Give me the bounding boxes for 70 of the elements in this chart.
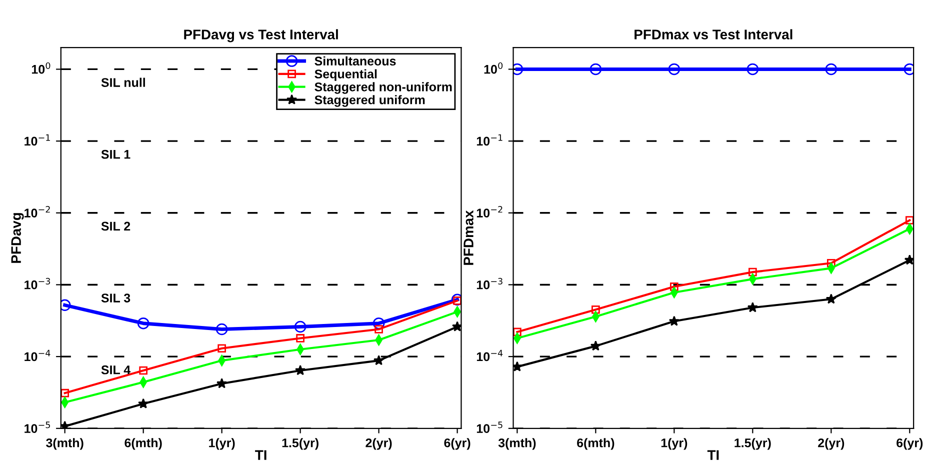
y-tick-label: 10$^{−3}$ <box>476 278 502 290</box>
point <box>670 282 678 291</box>
point <box>374 325 383 334</box>
legend-label: Sequential <box>314 69 377 81</box>
point <box>513 361 523 372</box>
legend-label: Simultaneous <box>314 56 396 66</box>
x-tick-label: 1(yr) <box>661 438 688 450</box>
point <box>513 328 522 336</box>
point <box>373 354 384 366</box>
annotation: SIL null <box>101 78 145 87</box>
point <box>668 63 680 76</box>
point <box>590 340 601 351</box>
point <box>746 63 759 76</box>
y-tick-label: 10$^{−1}$ <box>476 134 502 146</box>
x-tick-label: 2(yr) <box>366 438 392 450</box>
point <box>590 63 602 76</box>
chart-title: PFDmax vs Test Interval <box>634 29 792 40</box>
x-tick-label: 1(yr) <box>209 438 235 450</box>
point <box>216 378 228 388</box>
x-tick-label: 6(yr) <box>896 438 923 450</box>
annotation: SIL 1 <box>101 150 130 159</box>
point <box>139 366 148 375</box>
y-tick-label: 10$^{−1}$ <box>24 134 50 146</box>
point <box>218 344 226 353</box>
y-tick-label: 10$^{−4}$ <box>476 350 503 362</box>
point <box>60 388 69 398</box>
y-tick-label: 10$^{−5}$ <box>24 422 50 433</box>
point <box>668 316 680 326</box>
point <box>826 294 836 304</box>
point <box>452 321 462 332</box>
annotation: SIL 3 <box>101 294 130 302</box>
y-tick-label: 10$^{0}$ <box>32 62 50 74</box>
point <box>747 302 758 312</box>
point <box>138 398 149 408</box>
x-axis-title: TI <box>255 450 266 460</box>
x-tick-label: 1.5(yr) <box>282 438 318 450</box>
y-axis-title: PFDavg <box>11 213 24 263</box>
point <box>826 258 836 268</box>
y-tick-label: 10$^{−3}$ <box>24 278 50 290</box>
y-tick-label: 10$^{−2}$ <box>476 206 502 218</box>
point <box>905 216 914 224</box>
x-tick-label: 6(yr) <box>444 438 470 450</box>
y-axis-title: PFDmax <box>464 210 474 265</box>
x-axis-title: TI <box>707 450 719 460</box>
chart-title: PFDavg vs Test Interval <box>184 29 338 42</box>
x-tick-label: 1.5(yr) <box>734 438 771 450</box>
x-tick-label: 6(mth) <box>124 438 162 450</box>
point <box>825 63 838 76</box>
y-tick-label: 10$^{−2}$ <box>24 206 50 218</box>
x-tick-label: 2(yr) <box>818 438 844 450</box>
point <box>748 268 757 276</box>
point <box>294 364 306 376</box>
y-tick-label: 10$^{−5}$ <box>476 422 502 433</box>
point <box>216 323 228 336</box>
annotation: SIL 2 <box>101 222 130 231</box>
x-tick-label: 3(mth) <box>498 438 536 450</box>
annotation: SIL 4 <box>101 365 131 374</box>
legend-label: Staggered non-uniform <box>314 82 452 94</box>
point <box>592 305 600 314</box>
point <box>60 420 70 428</box>
point <box>296 334 304 342</box>
y-tick-label: 10$^{0}$ <box>484 62 503 74</box>
point <box>372 317 385 330</box>
x-tick-label: 6(mth) <box>577 438 614 450</box>
legend-label: Staggered uniform <box>314 95 425 107</box>
point <box>294 320 306 333</box>
point <box>137 317 150 330</box>
y-tick-label: 10$^{−4}$ <box>24 350 50 362</box>
point <box>904 254 914 265</box>
x-tick-label: 3(mth) <box>46 438 84 450</box>
